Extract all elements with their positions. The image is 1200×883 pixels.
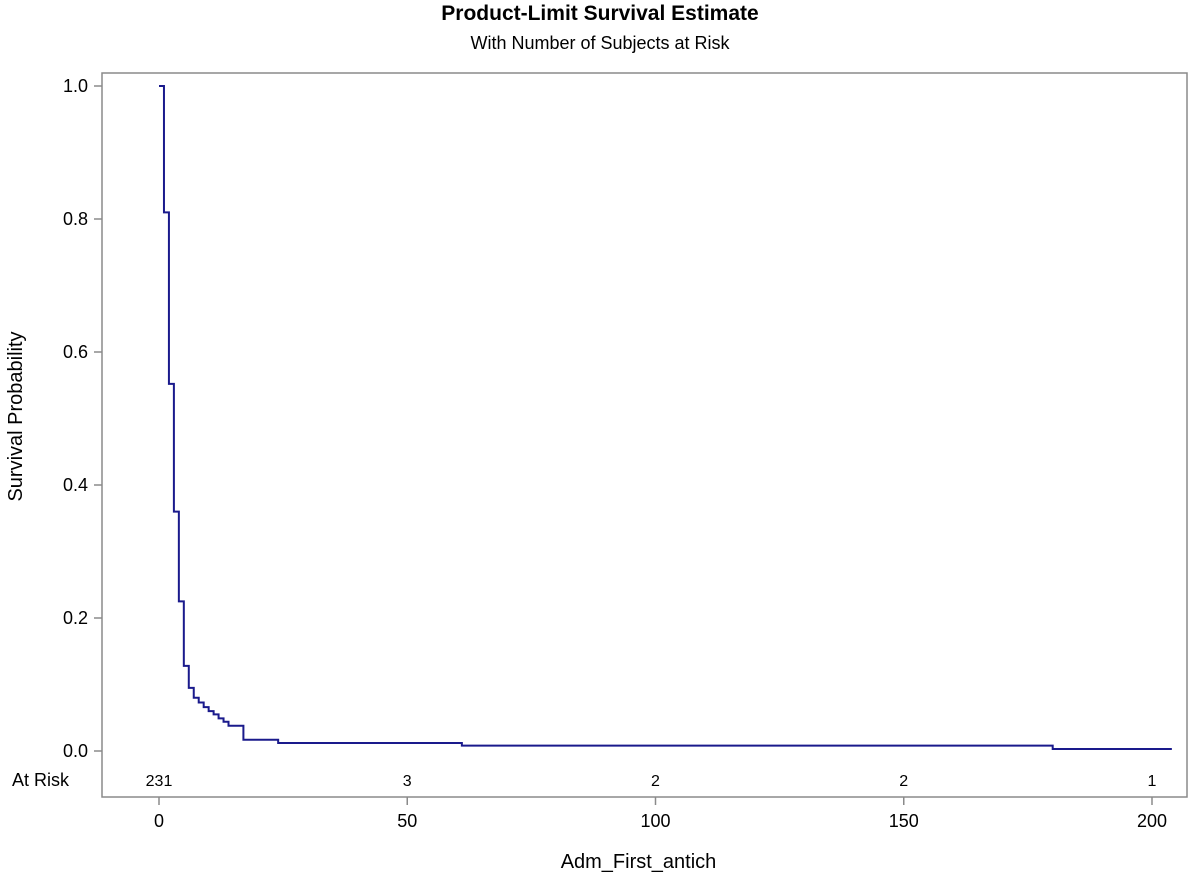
at-risk-value: 1 (1148, 773, 1157, 790)
x-tick-label: 150 (889, 811, 919, 831)
y-axis-label: Survival Probability (5, 331, 27, 501)
y-tick-label: 0.0 (63, 741, 88, 761)
at-risk-value: 2 (899, 773, 908, 790)
chart-title: Product-Limit Survival Estimate (441, 2, 759, 25)
at-risk-label: At Risk (12, 770, 70, 790)
x-tick-label: 0 (154, 811, 164, 831)
x-tick-label: 100 (640, 811, 670, 831)
y-tick-label: 0.8 (63, 209, 88, 229)
y-tick-label: 1.0 (63, 76, 88, 96)
y-tick-label: 0.4 (63, 475, 88, 495)
y-tick-label: 0.2 (63, 608, 88, 628)
at-risk-value: 231 (146, 773, 173, 790)
y-tick-label: 0.6 (63, 342, 88, 362)
at-risk-value: 2 (651, 773, 660, 790)
x-tick-label: 50 (397, 811, 417, 831)
plot-frame (101, 72, 1188, 798)
chart-subtitle: With Number of Subjects at Risk (470, 33, 730, 53)
at-risk-value: 3 (403, 773, 412, 790)
x-tick-label: 200 (1137, 811, 1167, 831)
survival-step-line (159, 85, 1172, 751)
x-axis-label: Adm_First_antich (561, 851, 717, 873)
